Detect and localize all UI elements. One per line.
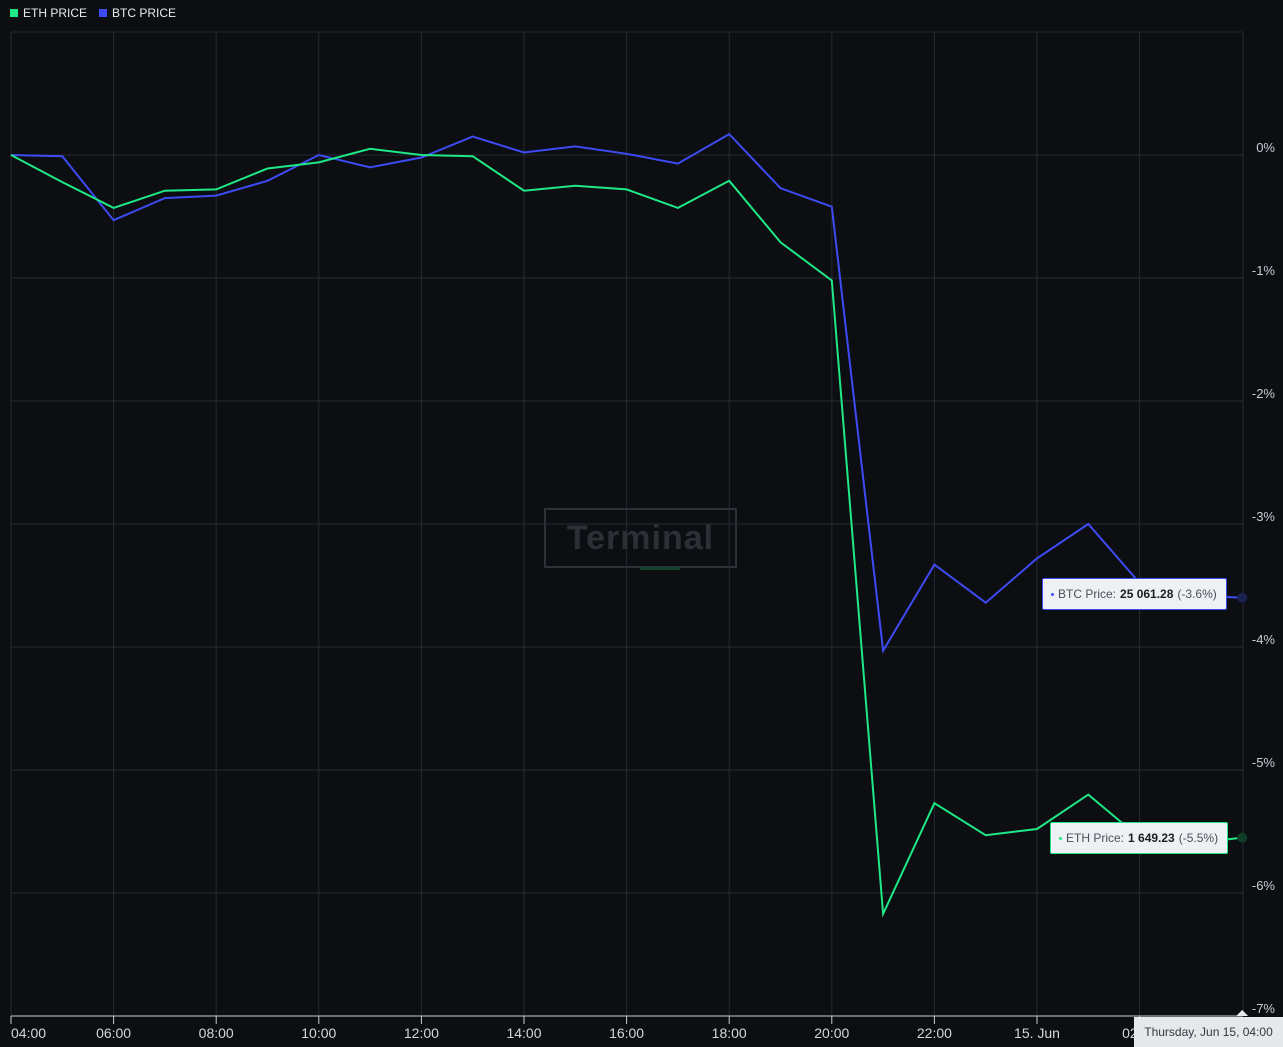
y-tick-label: -3% [1252, 509, 1276, 524]
x-tick-label: 12:00 [404, 1025, 439, 1041]
eth-tooltip-label: ETH Price: [1066, 831, 1125, 845]
x-tick-label: 22:00 [917, 1025, 952, 1041]
btc-tooltip-dot [1051, 592, 1054, 596]
legend-swatch-eth [10, 9, 18, 17]
btc-tooltip-label: BTC Price: [1058, 587, 1117, 601]
btc-tooltip-change: (-3.6%) [1177, 587, 1217, 601]
y-tick-label: 0% [1256, 140, 1275, 155]
x-tick-label: 08:00 [199, 1025, 234, 1041]
y-tick-label: -2% [1252, 386, 1276, 401]
legend-item-eth[interactable]: ETH PRICE [10, 6, 87, 20]
y-tick-label: -4% [1252, 632, 1276, 647]
btc-price-line [10, 132, 1243, 654]
x-tick-label: 16:00 [609, 1025, 644, 1041]
crosshair-pointer [1236, 1010, 1249, 1016]
legend-item-btc[interactable]: BTC PRICE [99, 6, 176, 20]
y-tick-label: -6% [1252, 878, 1276, 893]
eth-tooltip-change: (-5.5%) [1178, 831, 1219, 845]
y-tick-label: -5% [1252, 755, 1276, 770]
x-tick-label: 15. Jun [1014, 1025, 1060, 1041]
btc-price-tooltip: BTC Price: 25 061.28 (-3.6%) [1042, 578, 1227, 610]
x-tick-label: 10:00 [301, 1025, 336, 1041]
y-tick-label: -7% [1252, 1001, 1276, 1016]
x-tick-label: 14:00 [506, 1025, 541, 1041]
x-tick-label: 18:00 [712, 1025, 747, 1041]
eth-tooltip-dot [1059, 836, 1062, 840]
crosshair-date-label: Thursday, Jun 15, 04:00 [1134, 1017, 1283, 1047]
x-tick-label: 20:00 [814, 1025, 849, 1041]
btc-tooltip-value: 25 061.28 [1120, 587, 1174, 601]
watermark-underline [640, 567, 680, 570]
y-tick-label: -1% [1252, 263, 1276, 278]
eth-price-tooltip: ETH Price: 1 649.23 (-5.5%) [1050, 822, 1229, 854]
chart-legend: ETH PRICE BTC PRICE [10, 6, 176, 20]
x-axis: 04:00 06:00 08:00 10:00 12:00 14:00 16:00 18:00… [10, 1010, 1249, 1041]
legend-label-btc: BTC PRICE [112, 6, 177, 20]
legend-label-eth: ETH PRICE [23, 6, 88, 20]
eth-tooltip-value: 1 649.23 [1128, 831, 1175, 845]
eth-end-marker [1237, 832, 1248, 843]
eth-price-line [10, 147, 1243, 918]
legend-swatch-btc [99, 9, 108, 17]
terminal-watermark: Terminal [544, 508, 737, 568]
chart-series [10, 132, 1248, 918]
btc-end-marker [1237, 592, 1248, 603]
y-axis: 0% -1% -2% -3% -4% -5% -6% -7% [1252, 140, 1276, 1016]
x-tick-label: 06:00 [96, 1025, 131, 1041]
x-tick-label: 04:00 [11, 1025, 46, 1041]
